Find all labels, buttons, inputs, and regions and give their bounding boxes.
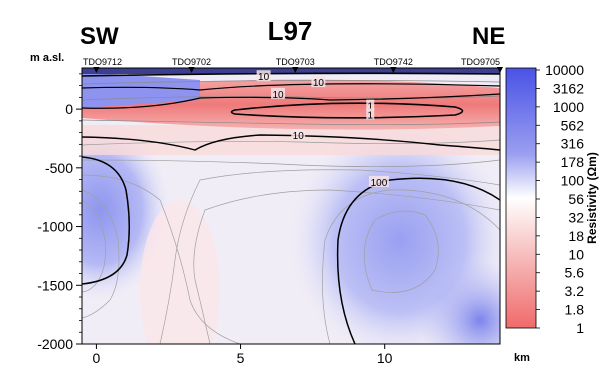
x-axis: 0 5 10 [93, 344, 393, 366]
contour-thin [82, 119, 500, 126]
x-tick-label: 0 [93, 350, 101, 366]
left-direction-label: SW [80, 23, 119, 50]
colorbar-tick-label: 316 [561, 136, 585, 152]
y-tick-label: -1000 [37, 219, 73, 235]
contour-bold [82, 156, 131, 285]
plot-frame [81, 67, 501, 345]
y-tick-label: -1500 [37, 277, 73, 293]
contour-thin [82, 80, 500, 85]
contour-bold [230, 102, 464, 119]
x-tick-label: 10 [377, 350, 393, 366]
chart-title: L97 [268, 16, 313, 46]
colorbar-tick-label: 5.6 [565, 265, 585, 281]
station-label: TDO9703 [276, 57, 315, 67]
contour-label-bg [366, 99, 375, 111]
resistivity-field [82, 68, 500, 344]
colorbar-tick-label: 178 [561, 154, 585, 170]
colorbar-tick-label: 3.2 [565, 283, 585, 299]
colorbar-label: Resistivity (Ωm) [585, 152, 599, 244]
x-axis-label: km [514, 352, 530, 364]
colorbar-tick-label: 10000 [545, 62, 584, 78]
colorbar-tick-label: 1.8 [565, 302, 585, 318]
y-tick-label: -500 [45, 160, 73, 176]
contour-label-bg [368, 175, 389, 187]
y-axis: 0 -500 -1000 -1500 -2000 [37, 73, 82, 352]
contour-label: 10 [293, 131, 305, 142]
contour-lines [82, 72, 500, 344]
contour-thin [82, 95, 500, 101]
contour-label: 10 [272, 90, 284, 101]
colorbar-tick-label: 1000 [553, 99, 584, 115]
contour-bold [82, 72, 500, 77]
colorbar-tick-label: 562 [561, 117, 585, 133]
y-tick-label: 0 [65, 101, 73, 117]
contour-label: 100 [371, 178, 388, 189]
y-tick-label: -2000 [37, 336, 73, 352]
contour-label: 10 [258, 72, 270, 83]
right-direction-label: NE [472, 23, 505, 50]
contour-label-bg [271, 87, 286, 99]
colorbar-ticks: 10000 3162 1000 562 316 178 100 56 32 18 10 5.6 3.2 1… [536, 62, 584, 336]
contour-thin [363, 210, 439, 293]
colorbar [505, 67, 537, 329]
station-label: TDO9702 [172, 57, 211, 67]
colorbar-tick-label: 10 [568, 246, 584, 262]
contour-thin [82, 174, 241, 344]
x-tick-label: 5 [237, 350, 245, 366]
contour-label: 10 [313, 78, 325, 89]
station-label: TDO9705 [461, 57, 500, 67]
colorbar-tick-label: 32 [568, 209, 584, 225]
contour-bold [336, 177, 500, 344]
contour-bold [82, 93, 500, 109]
colorbar-tick-label: 1 [576, 320, 584, 336]
contour-label-bg [311, 76, 326, 88]
contour-label-bg [366, 108, 375, 120]
contour-label-bg [291, 128, 306, 140]
station-label: TDO9712 [83, 57, 122, 67]
contour-thin [82, 189, 120, 319]
contour-thin [82, 159, 500, 168]
y-axis-label: m a.sl. [30, 52, 64, 64]
station-label: TDO9742 [374, 57, 413, 67]
contour-thin [82, 199, 106, 293]
contour-label: 1 [367, 110, 373, 121]
contour-bold [82, 134, 500, 151]
contour-label-bg [256, 70, 271, 82]
colorbar-tick-label: 18 [568, 228, 584, 244]
colorbar-tick-label: 100 [561, 173, 585, 189]
contour-bold [82, 83, 500, 91]
contour-thin [159, 169, 500, 344]
contour-thin [193, 189, 500, 344]
colorbar-tick-label: 3162 [553, 80, 584, 96]
colorbar-tick-label: 56 [568, 191, 584, 207]
contour-label: 1 [367, 102, 373, 113]
